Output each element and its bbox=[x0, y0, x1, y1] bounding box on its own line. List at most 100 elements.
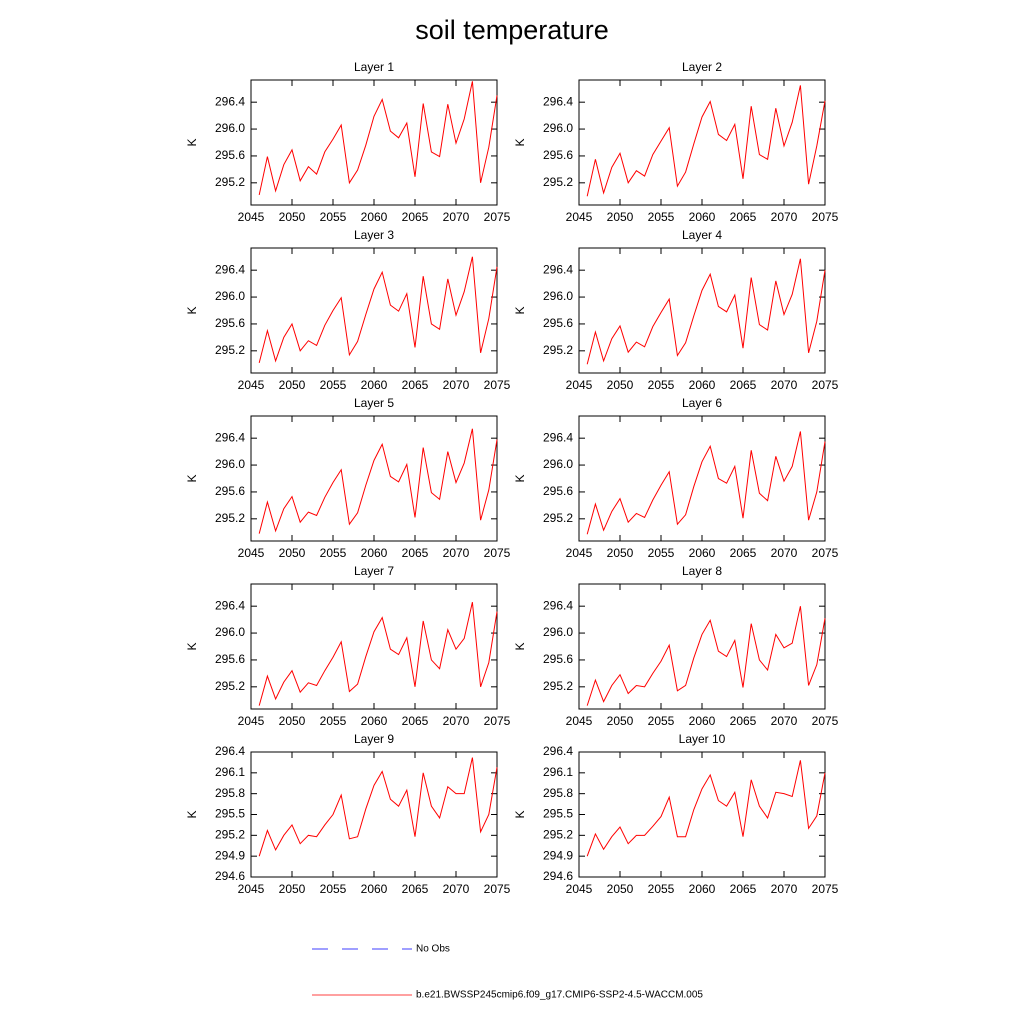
y-tick-label: 296.4 bbox=[215, 94, 245, 108]
panel-title: Layer 4 bbox=[682, 228, 722, 242]
y-tick-label: 295.2 bbox=[215, 175, 245, 189]
x-tick-label: 2050 bbox=[607, 714, 634, 728]
plot-frame bbox=[578, 415, 826, 542]
x-tick-label: 2060 bbox=[361, 210, 388, 224]
y-tick-label: 296.0 bbox=[543, 121, 573, 135]
y-tick-label: 296.4 bbox=[543, 744, 573, 758]
plot-frame bbox=[250, 247, 498, 374]
x-tick-label: 2060 bbox=[361, 714, 388, 728]
x-tick-label: 2055 bbox=[648, 210, 675, 224]
x-tick-label: 2060 bbox=[361, 546, 388, 560]
x-tick-label: 2075 bbox=[812, 882, 839, 896]
series-line bbox=[586, 431, 826, 535]
y-tick-label: 295.6 bbox=[543, 316, 573, 330]
y-axis-label: K bbox=[513, 474, 527, 482]
x-tick-label: 2045 bbox=[566, 714, 593, 728]
x-tick-label: 2060 bbox=[689, 882, 716, 896]
panel-title: Layer 7 bbox=[354, 564, 394, 578]
x-tick-label: 2075 bbox=[484, 882, 511, 896]
x-tick-label: 2050 bbox=[279, 378, 306, 392]
x-tick-label: 2060 bbox=[361, 378, 388, 392]
plot-frame bbox=[250, 79, 498, 206]
panel-title: Layer 8 bbox=[682, 564, 722, 578]
x-tick-label: 2075 bbox=[484, 378, 511, 392]
y-tick-label: 294.9 bbox=[215, 848, 245, 862]
x-tick-label: 2060 bbox=[689, 378, 716, 392]
y-tick-label: 296.0 bbox=[215, 289, 245, 303]
x-tick-label: 2050 bbox=[279, 882, 306, 896]
figure-title: soil temperature bbox=[415, 15, 609, 45]
x-tick-label: 2070 bbox=[443, 378, 470, 392]
x-tick-label: 2050 bbox=[279, 210, 306, 224]
y-tick-label: 295.2 bbox=[543, 175, 573, 189]
x-tick-label: 2065 bbox=[402, 378, 429, 392]
series-line bbox=[258, 81, 498, 196]
y-tick-label: 295.6 bbox=[215, 316, 245, 330]
y-tick-label: 295.6 bbox=[215, 148, 245, 162]
y-tick-label: 295.6 bbox=[543, 148, 573, 162]
x-tick-label: 2060 bbox=[361, 882, 388, 896]
x-tick-label: 2075 bbox=[812, 714, 839, 728]
series-line bbox=[258, 428, 498, 534]
x-tick-label: 2070 bbox=[771, 714, 798, 728]
y-axis-label: K bbox=[513, 810, 527, 818]
y-axis-label: K bbox=[513, 642, 527, 650]
series-line bbox=[586, 760, 826, 857]
y-axis-label: K bbox=[185, 306, 199, 314]
y-tick-label: 296.0 bbox=[543, 289, 573, 303]
plot-frame bbox=[250, 751, 498, 878]
x-tick-label: 2065 bbox=[402, 546, 429, 560]
y-tick-label: 295.2 bbox=[215, 511, 245, 525]
y-tick-label: 294.9 bbox=[543, 848, 573, 862]
x-tick-label: 2075 bbox=[812, 210, 839, 224]
y-axis-label: K bbox=[185, 474, 199, 482]
x-tick-label: 2070 bbox=[443, 546, 470, 560]
y-tick-label: 296.0 bbox=[215, 625, 245, 639]
y-tick-label: 296.4 bbox=[543, 262, 573, 276]
x-tick-label: 2070 bbox=[443, 714, 470, 728]
panel-title: Layer 2 bbox=[682, 60, 722, 74]
plot-frame bbox=[578, 583, 826, 710]
legend-label: No Obs bbox=[416, 944, 450, 955]
y-tick-label: 296.4 bbox=[215, 598, 245, 612]
y-tick-label: 295.2 bbox=[543, 511, 573, 525]
panel-title: Layer 6 bbox=[682, 396, 722, 410]
x-tick-label: 2065 bbox=[730, 882, 757, 896]
y-tick-label: 296.1 bbox=[543, 765, 573, 779]
series-line bbox=[258, 256, 498, 364]
x-tick-label: 2065 bbox=[402, 210, 429, 224]
x-tick-label: 2045 bbox=[238, 546, 265, 560]
x-tick-label: 2060 bbox=[689, 546, 716, 560]
x-tick-label: 2055 bbox=[648, 714, 675, 728]
x-tick-label: 2050 bbox=[607, 210, 634, 224]
legend-label: b.e21.BWSSP245cmip6.f09_g17.CMIP6-SSP2-4… bbox=[416, 990, 703, 1001]
panel-title: Layer 10 bbox=[679, 732, 726, 746]
x-tick-label: 2045 bbox=[566, 378, 593, 392]
x-tick-label: 2070 bbox=[771, 378, 798, 392]
x-tick-label: 2045 bbox=[566, 210, 593, 224]
y-tick-label: 296.4 bbox=[215, 262, 245, 276]
y-tick-label: 295.2 bbox=[543, 828, 573, 842]
x-tick-label: 2070 bbox=[771, 546, 798, 560]
x-tick-label: 2050 bbox=[607, 882, 634, 896]
x-tick-label: 2065 bbox=[402, 882, 429, 896]
y-tick-label: 296.4 bbox=[215, 744, 245, 758]
y-tick-label: 295.2 bbox=[215, 679, 245, 693]
y-axis-label: K bbox=[185, 810, 199, 818]
series-line bbox=[586, 606, 826, 706]
y-tick-label: 294.6 bbox=[543, 869, 573, 883]
x-tick-label: 2065 bbox=[730, 378, 757, 392]
y-axis-label: K bbox=[185, 642, 199, 650]
plot-frame bbox=[578, 247, 826, 374]
x-tick-label: 2050 bbox=[607, 378, 634, 392]
y-tick-label: 295.6 bbox=[215, 484, 245, 498]
x-tick-label: 2045 bbox=[238, 882, 265, 896]
x-tick-label: 2070 bbox=[443, 882, 470, 896]
x-tick-label: 2050 bbox=[279, 714, 306, 728]
y-tick-label: 296.4 bbox=[215, 430, 245, 444]
series-line bbox=[586, 258, 826, 365]
y-axis-label: K bbox=[513, 306, 527, 314]
y-tick-label: 296.0 bbox=[543, 625, 573, 639]
y-tick-label: 295.2 bbox=[543, 679, 573, 693]
